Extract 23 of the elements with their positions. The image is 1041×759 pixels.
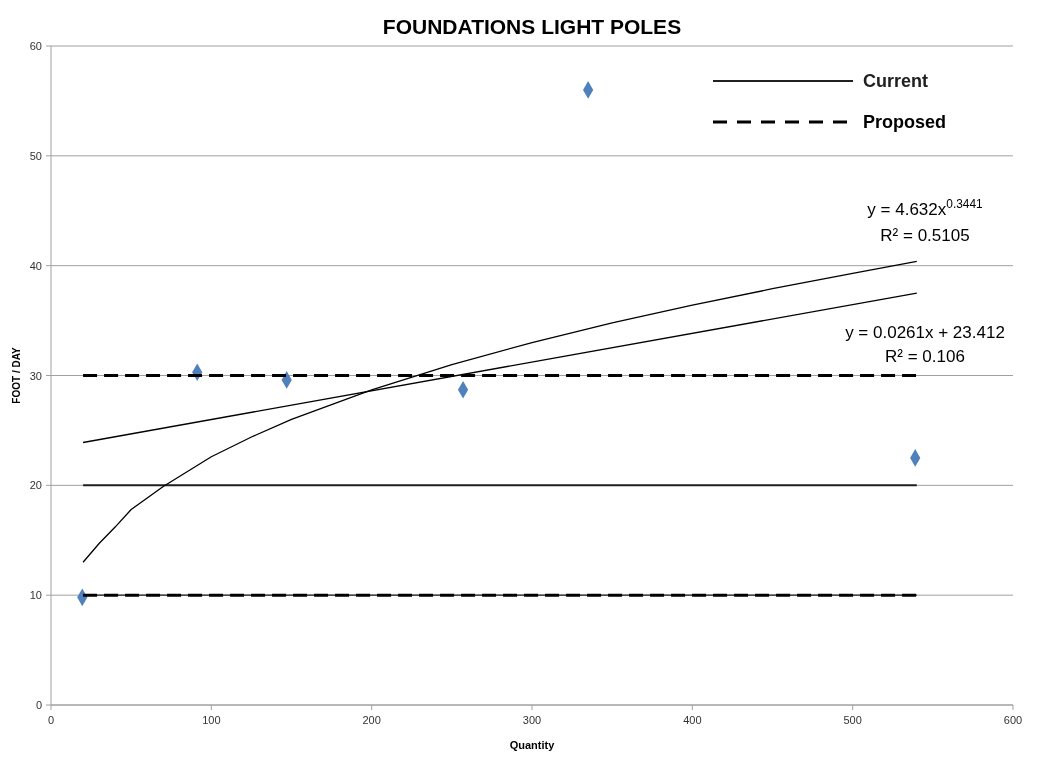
annotation: R² = 0.106 xyxy=(885,347,965,366)
chart-title: FOUNDATIONS LIGHT POLES xyxy=(382,15,682,38)
x-tick-label: 0 xyxy=(47,714,55,726)
y-tick-label: 40 xyxy=(29,259,42,272)
text: Proposed xyxy=(863,112,947,132)
y-tick-label: 0 xyxy=(35,699,42,711)
annotation: y = 0.0261x + 23.412 xyxy=(845,323,1005,342)
x-axis-title: Quantity xyxy=(509,739,556,751)
annotation: R² = 0.5105 xyxy=(880,226,970,245)
y-tick-label: 50 xyxy=(29,149,42,162)
y-tick-label: 60 xyxy=(29,40,42,52)
x-tick-label: 600 xyxy=(1003,714,1023,726)
x-tick-label: 200 xyxy=(362,714,381,726)
y-tick-label: 30 xyxy=(29,369,42,382)
y-tick-label: 20 xyxy=(29,479,42,492)
annotation: y = 4.632x$^{0.3441}$ xyxy=(867,197,984,219)
x-tick-label: 300 xyxy=(522,714,542,726)
text: Current xyxy=(863,71,929,91)
x-tick-label: 400 xyxy=(683,714,702,726)
y-tick-label: 10 xyxy=(29,589,42,602)
x-tick-label: 500 xyxy=(843,714,862,726)
y-axis-title: FOOT / DAY xyxy=(11,347,22,404)
x-tick-label: 100 xyxy=(202,714,221,726)
